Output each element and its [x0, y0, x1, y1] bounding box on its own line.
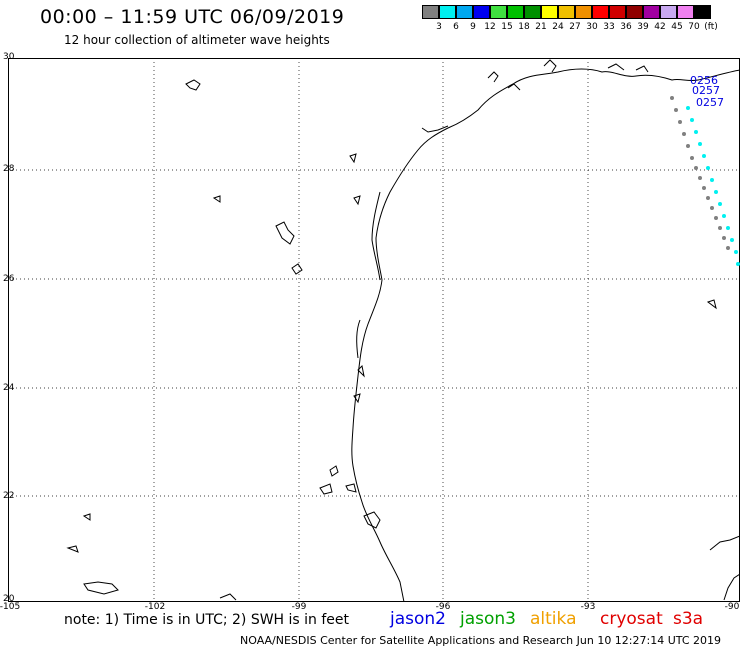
colorbar-label: 42 [654, 22, 666, 32]
colorbar-swatch [507, 5, 524, 19]
colorbar-swatch [694, 5, 711, 19]
colorbar-label: 21 [535, 22, 547, 32]
gulf-of-mexico-map: 0256 0257 0257 [8, 58, 740, 602]
colorbar-swatch [626, 5, 643, 19]
lon-label-93: -93 [580, 602, 596, 612]
legend-jason3: jason3 [460, 609, 516, 629]
legend-altika: altika [530, 609, 577, 629]
lon-label-102: -102 [144, 602, 166, 612]
colorbar-label: 70 [688, 22, 700, 32]
page-title: 00:00 – 11:59 UTC 06/09/2019 [40, 6, 345, 28]
colorbar-label: 6 [453, 22, 459, 32]
colorbar-label: 3 [436, 22, 442, 32]
legend-cryosat: cryosat [600, 609, 663, 629]
track-label-3: 0257 [696, 96, 724, 109]
altimeter-track: 0256 0257 0257 [670, 74, 740, 266]
colorbar-swatch [473, 5, 490, 19]
legend-jason2: jason2 [390, 609, 446, 629]
colorbar-label: 45 [671, 22, 683, 32]
colorbar-label: 27 [569, 22, 581, 32]
colorbar-label: 9 [470, 22, 476, 32]
legend-s3a: s3a [673, 609, 704, 629]
colorbar-swatch [524, 5, 541, 19]
colorbar-label: 39 [637, 22, 649, 32]
colorbar-label: (ft) [704, 22, 718, 32]
colorbar-label: 24 [552, 22, 564, 32]
graticule [8, 58, 740, 602]
colorbar-swatch [609, 5, 626, 19]
colorbar-label: 36 [620, 22, 632, 32]
islands [66, 79, 717, 601]
colorbar-swatch [592, 5, 609, 19]
colorbar-swatch [456, 5, 473, 19]
lon-label-90: -90 [724, 602, 740, 612]
lon-label-99: -99 [291, 602, 307, 612]
colorbar-label: 12 [484, 22, 496, 32]
page-subtitle: 12 hour collection of altimeter wave hei… [64, 33, 330, 47]
colorbar-swatch [677, 5, 694, 19]
footnote: note: 1) Time is in UTC; 2) SWH is in fe… [64, 612, 350, 628]
colorbar-labels: 3 6 9 12 15 18 21 24 27 30 33 36 39 42 45 70 (ft) [422, 22, 722, 34]
colorbar-swatch [660, 5, 677, 19]
colorbar-label: 30 [586, 22, 598, 32]
lon-label-96: -96 [435, 602, 451, 612]
colorbar-swatch [643, 5, 660, 19]
wave-height-colorbar [422, 5, 711, 19]
colorbar-label: 33 [603, 22, 615, 32]
track-label-1: 0256 [690, 74, 718, 87]
colorbar-swatch [541, 5, 558, 19]
map-frame [8, 58, 740, 602]
colorbar-swatch [422, 5, 439, 19]
lon-label-105: -105 [0, 602, 21, 612]
colorbar-swatch [439, 5, 456, 19]
colorbar-swatch [490, 5, 507, 19]
coastline [351, 59, 740, 602]
lat-label-30: 30 [3, 52, 15, 62]
colorbar-swatch [558, 5, 575, 19]
colorbar-label: 18 [518, 22, 530, 32]
credit-footer: NOAA/NESDIS Center for Satellite Applica… [240, 634, 722, 647]
track-label-2: 0257 [692, 84, 720, 97]
colorbar-swatch [575, 5, 592, 19]
colorbar-label: 15 [501, 22, 513, 32]
